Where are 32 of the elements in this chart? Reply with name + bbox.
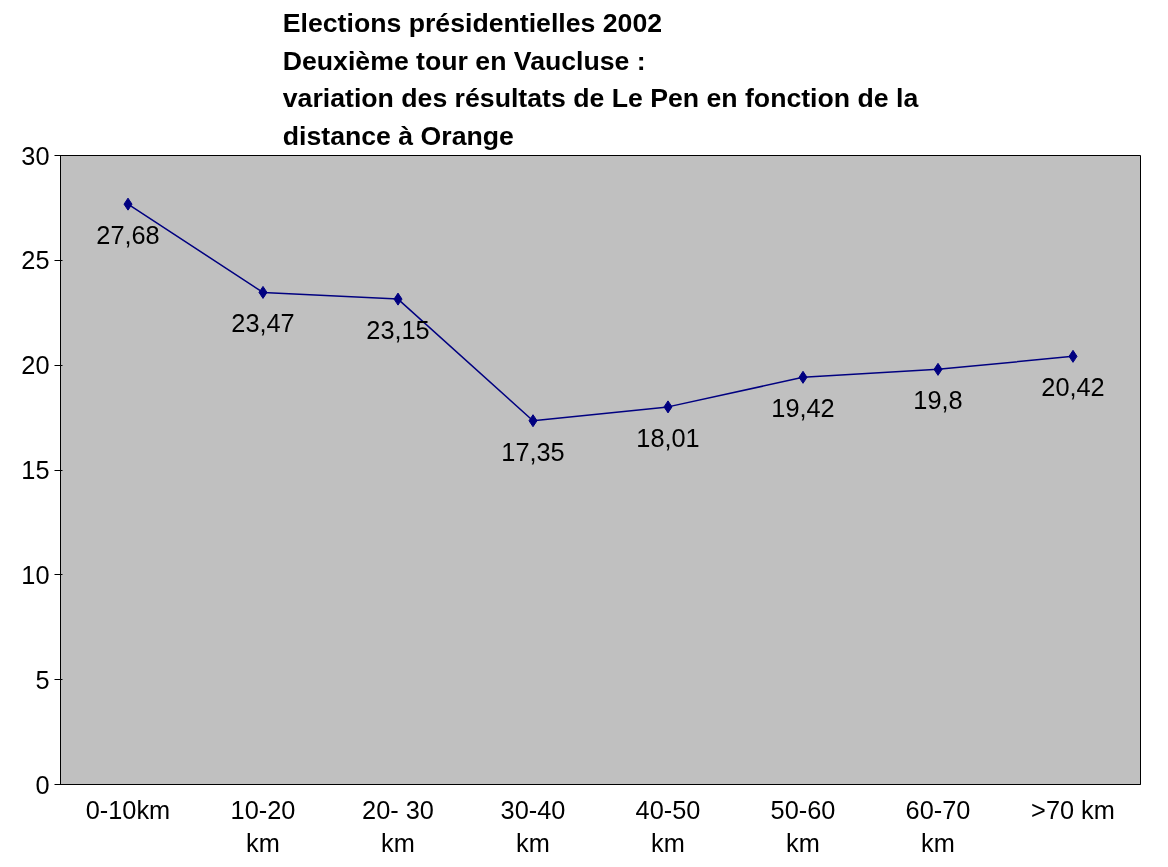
y-tick-label: 0 xyxy=(35,770,50,799)
data-label: 23,47 xyxy=(231,309,295,338)
point xyxy=(1068,349,1078,363)
data-label: 17,35 xyxy=(501,437,565,466)
y-tick-label: 5 xyxy=(35,665,50,694)
data-label: 20,42 xyxy=(1041,373,1105,402)
data-label: 23,15 xyxy=(366,316,430,345)
point xyxy=(663,400,673,414)
point xyxy=(933,362,943,376)
x-tick-label: 10-20 km xyxy=(230,795,296,858)
data-label: 18,01 xyxy=(636,423,700,452)
x-tick-label: 20- 30 km xyxy=(362,795,434,858)
data-label: 19,8 xyxy=(913,386,963,415)
x-tick-label: 0-10km xyxy=(85,795,171,824)
point xyxy=(258,285,268,299)
point xyxy=(798,370,808,384)
data-label: 27,68 xyxy=(96,221,160,250)
x-tick-label: >70 km xyxy=(1031,795,1115,824)
y-tick-label: 20 xyxy=(21,351,50,380)
x-tick-label: 50-60 km xyxy=(770,795,836,858)
data-label: 19,42 xyxy=(771,394,835,423)
y-tick-label: 25 xyxy=(21,246,50,275)
y-tick-label: 10 xyxy=(21,560,50,589)
chart-title: Elections présidentielles 2002 Deuxième tour en Vaucluse : variation des résultats de Le Pen en fonction de la distance à Orange xyxy=(282,8,919,151)
x-tick-label: 30-40 km xyxy=(500,795,566,858)
x-tick-label: 40-50 km xyxy=(635,795,701,858)
x-tick-label: 60-70 km xyxy=(905,795,971,858)
y-tick-label: 15 xyxy=(21,456,50,484)
y-tick-label: 30 xyxy=(21,141,50,170)
point xyxy=(528,414,538,428)
point xyxy=(123,197,133,211)
point xyxy=(393,292,403,306)
